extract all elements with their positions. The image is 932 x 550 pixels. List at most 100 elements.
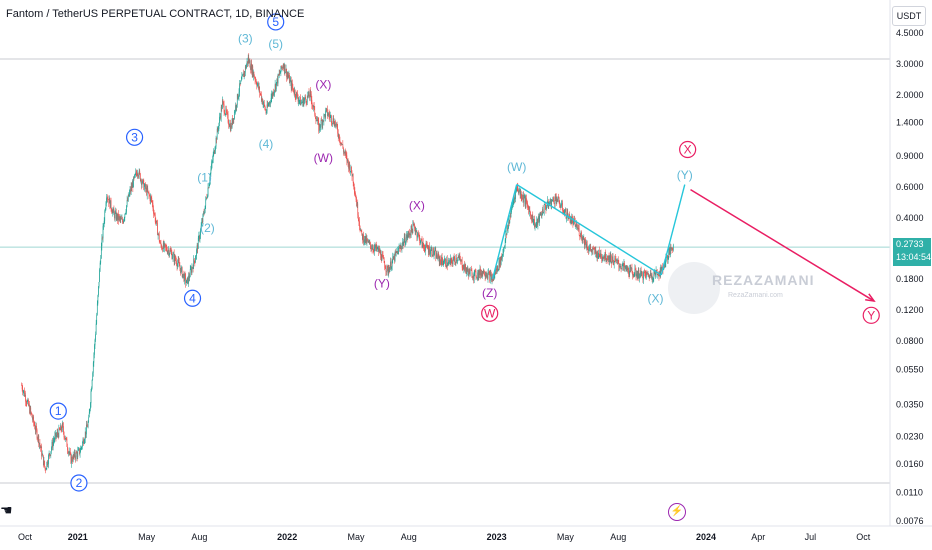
candle-body [544,204,546,205]
candle-body [196,249,197,256]
candle-body [476,277,477,278]
candle-body [561,203,563,204]
candle-body [312,105,313,106]
candle-body [442,260,444,265]
candle-body [670,247,671,255]
candle-body [182,274,184,277]
wave-label: 3 [131,130,138,144]
candle-body [124,214,126,218]
candle-body [54,435,56,440]
lightning-icon[interactable]: ⚡ [668,503,686,521]
candle-body [578,227,579,229]
candle-body [325,108,327,111]
candles [21,53,674,474]
candle-body [110,200,112,209]
candle-body [542,209,543,216]
candle-body [158,234,160,242]
currency-selector[interactable]: USDT [892,6,926,26]
candle-body [252,66,254,77]
candle-body [246,64,247,69]
candle-body [462,267,464,269]
candle-body [65,437,67,439]
candle-body [332,123,333,124]
candle-body [103,220,105,225]
candle-body [640,270,642,275]
candle-body [649,275,651,278]
candle-body [193,258,195,269]
candle-body [357,215,359,220]
candle-body [108,198,110,204]
candle-body [329,115,331,118]
candle-body [188,275,190,278]
time-tick-label: 2023 [487,532,507,542]
candle-body [129,189,131,193]
wave-label-circle [49,402,67,420]
candle-body [600,253,601,258]
candle-body [457,257,459,260]
candle-body [594,250,596,254]
candle-body [671,248,673,251]
candle-body [606,258,608,261]
candle-body [259,86,260,93]
candle-body [450,258,452,260]
candle-body [490,273,492,275]
candle-body [157,233,159,236]
candle-body [261,94,262,101]
candle-body [251,63,252,74]
candle-body [448,261,449,266]
hand-icon[interactable]: ☚ [0,502,13,518]
candle-body [522,194,524,199]
candle-body [300,102,302,106]
candle-body [179,266,181,269]
candle-body [226,112,228,114]
candle-body [238,92,240,97]
candle-body [342,144,344,149]
candle-body [183,273,185,282]
candle-body [237,94,239,99]
candle-body [252,71,254,77]
candle-body [168,250,169,252]
candle-body [364,236,365,242]
candle-body [185,275,186,284]
candle-body [255,80,257,84]
candle-body [412,223,414,234]
candle-body [254,76,255,78]
candle-body [126,205,127,212]
candle-body [591,250,593,252]
candle-body [668,248,670,252]
candle-body [277,74,279,84]
candle-body [209,173,211,181]
candle-body [469,269,471,275]
candle-body [394,252,396,261]
candle-body [234,111,235,119]
candle-body [537,218,539,225]
candle-body [455,257,457,264]
candle-body [524,196,526,198]
candle-body [410,225,412,236]
candle-body [328,113,330,116]
price-tick-label: 0.0076 [896,516,924,526]
candle-body [582,236,584,241]
candle-body [488,272,490,274]
candle-body [409,233,410,236]
candle-body [244,66,246,73]
candle-body [52,441,54,448]
candle-body [187,277,188,281]
candle-body [273,92,275,95]
candle-body [98,281,100,287]
candle-body [86,424,87,435]
candle-body [534,219,535,228]
candle-body [90,403,91,409]
candle-body [244,71,246,73]
candle-body [161,248,163,250]
candle-body [516,187,518,189]
candle-body [60,425,62,430]
candle-body [217,129,219,130]
projection-arrow-head [865,293,876,303]
candle-body [421,238,422,240]
candle-body [118,213,119,221]
candle-body [494,271,496,275]
candle-body [672,250,674,251]
candle-body [637,269,639,275]
